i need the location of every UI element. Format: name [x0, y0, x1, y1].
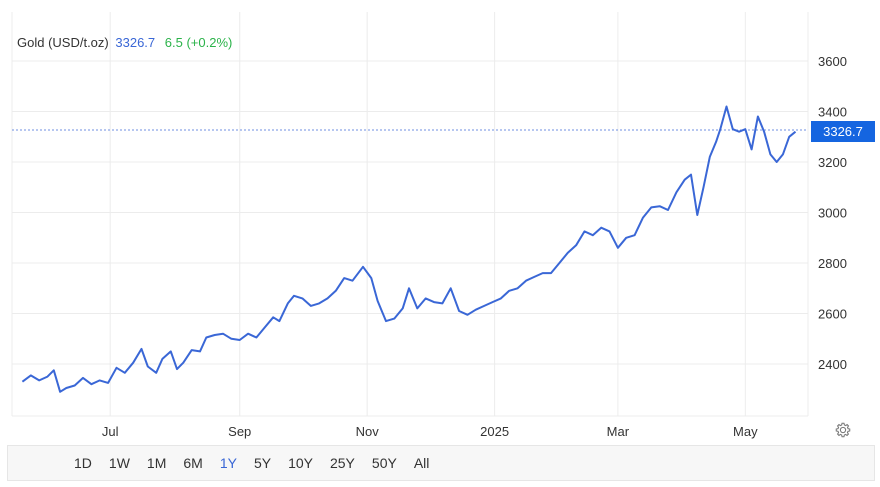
range-button-1d[interactable]: 1D	[74, 455, 92, 471]
series-line	[21, 105, 797, 393]
range-button-6m[interactable]: 6M	[183, 455, 203, 471]
y-tick-label: 3200	[818, 155, 847, 170]
range-selector: 1D 1W 1M 6M 1Y 5Y 10Y 25Y 50Y All	[7, 445, 875, 481]
instrument-price: 3326.7	[115, 35, 156, 50]
y-tick-label: 3600	[818, 54, 847, 69]
range-button-10y[interactable]: 10Y	[288, 455, 313, 471]
range-button-1y[interactable]: 1Y	[219, 455, 237, 471]
instrument-name: Gold (USD/t.oz)	[17, 35, 109, 50]
x-axis: Jul Sep Nov 2025 Mar May	[102, 424, 758, 439]
range-button-50y[interactable]: 50Y	[371, 455, 397, 471]
range-button-25y[interactable]: 25Y	[329, 455, 355, 471]
range-button-5y[interactable]: 5Y	[253, 455, 272, 471]
last-price-tag: 3326.7	[811, 121, 875, 142]
x-tick-label: May	[733, 424, 758, 439]
y-tick-label: 2400	[818, 357, 847, 372]
y-tick-label: 3000	[818, 206, 847, 221]
x-tick-label: Nov	[356, 424, 380, 439]
x-tick-label: Mar	[607, 424, 630, 439]
grid-lines	[11, 12, 809, 417]
price-change: 6.5 (+0.2%)	[164, 35, 233, 50]
y-axis: 2400 2600 2800 3000 3200 3400 3600	[818, 54, 847, 372]
range-button-1w[interactable]: 1W	[108, 455, 130, 471]
y-tick-label: 2800	[818, 256, 847, 271]
y-tick-label: 3400	[818, 105, 847, 120]
x-tick-label: 2025	[480, 424, 509, 439]
x-tick-label: Jul	[102, 424, 119, 439]
chart-header: Gold (USD/t.oz) 3326.7 6.5 (+0.2%)	[17, 35, 232, 50]
range-button-1m[interactable]: 1M	[146, 455, 167, 471]
range-button-all[interactable]: All	[413, 455, 430, 471]
y-tick-label: 2600	[818, 307, 847, 322]
x-tick-label: Sep	[228, 424, 251, 439]
gear-icon[interactable]	[834, 421, 852, 439]
